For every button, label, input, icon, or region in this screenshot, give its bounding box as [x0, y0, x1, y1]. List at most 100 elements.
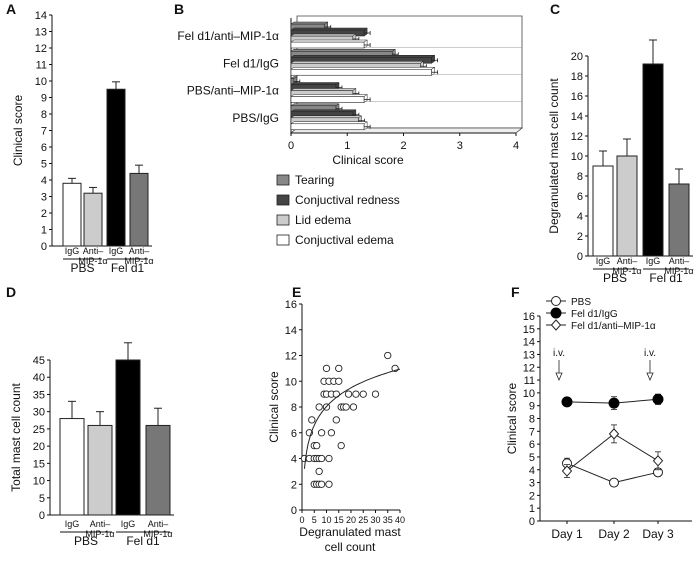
y-tick-label: 35 [33, 389, 45, 401]
y-tick-label: 45 [33, 355, 45, 367]
y-tick-label: 15 [523, 324, 535, 336]
y-tick-label: 40 [33, 372, 45, 384]
y-tick-label: 0 [41, 241, 47, 253]
category-label: IgG [596, 256, 611, 266]
category-label: IgG [121, 519, 136, 529]
panel-label: D [6, 284, 16, 300]
x-axis-title-line: cell count [325, 540, 376, 554]
bar-top [290, 39, 368, 43]
y-axis-title: Degranulated mast cell count [547, 78, 561, 234]
x-tick-label: 35 [383, 515, 393, 525]
group-label: PBS [603, 271, 627, 285]
bar [145, 424, 171, 516]
annotation-label: i.v. [644, 348, 656, 359]
category-label: Anti– [148, 519, 169, 529]
data-point [652, 455, 664, 467]
series-line [566, 433, 659, 472]
panel-label: E [292, 284, 301, 300]
x-tick-label: 3 [457, 140, 463, 152]
y-tick-label: 16 [523, 311, 535, 323]
y-tick-label: 2 [41, 208, 47, 220]
bar-top [290, 33, 357, 37]
category-label: PBS/anti–MIP-1α [187, 84, 279, 98]
data-point [335, 364, 343, 373]
y-tick-label: 2 [577, 231, 583, 243]
x-tick-label: 10 [321, 515, 331, 525]
bar [87, 424, 113, 516]
data-point [342, 403, 350, 411]
bar-front [290, 41, 365, 49]
y-tick-label: 10 [571, 151, 583, 163]
legend-swatch [276, 214, 290, 226]
bar-top [290, 49, 397, 52]
bar [668, 183, 690, 257]
y-tick-label: 5 [41, 159, 47, 171]
y-tick-label: 25 [33, 424, 45, 436]
data-point [371, 390, 380, 398]
data-point [561, 396, 573, 408]
category-label: Anti– [90, 519, 111, 529]
y-tick-label: 16 [285, 299, 297, 311]
category-label: MIP-1α [612, 266, 641, 276]
x-tick-label: Day 2 [598, 527, 630, 541]
bar [106, 88, 126, 247]
category-label: Anti– [617, 256, 638, 266]
data-point [652, 393, 664, 405]
category-label: MIP-1α [664, 266, 693, 276]
panel-D: D 0 5 10 15 20 25 30 35 40 45 Total mast cell count… [6, 284, 174, 548]
bar-top [290, 27, 368, 31]
y-tick-label: 3 [41, 192, 47, 204]
y-tick-label: 2 [529, 490, 535, 502]
bar-front [290, 96, 365, 103]
y-tick-label: 14 [571, 111, 583, 123]
x-tick-label: 1 [344, 140, 350, 152]
y-axis-title: Clinical score [267, 371, 281, 443]
y-tick-label: 8 [577, 171, 583, 183]
legend-label: Lid edema [295, 213, 351, 227]
y-tick-label: 8 [41, 109, 47, 121]
category-label: Anti– [129, 246, 150, 256]
y-tick-label: 6 [41, 142, 47, 154]
bar [592, 165, 614, 257]
y-tick-label: 9 [529, 401, 535, 413]
data-point [608, 428, 620, 440]
data-point [344, 390, 353, 398]
y-tick-label: 1 [529, 503, 535, 515]
y-tick-label: 10 [33, 476, 45, 488]
data-point [313, 441, 321, 450]
legend-label: Fel d1/anti–MIP-1α [571, 321, 656, 332]
bar-top [290, 94, 368, 97]
y-tick-label: 18 [571, 71, 583, 83]
x-tick-label: 0 [288, 140, 294, 152]
group-label: PBS [70, 261, 94, 275]
x-tick-label: 40 [395, 515, 405, 525]
y-tick-label: 7 [41, 126, 47, 138]
bar-top [290, 55, 436, 58]
y-tick-label: 6 [529, 439, 535, 451]
x-tick-label: 25 [358, 515, 368, 525]
y-tick-label: 0 [291, 505, 297, 517]
group-label: PBS [74, 534, 98, 548]
bar-top [290, 61, 425, 64]
legend-label: Fel d1/IgG [571, 309, 618, 320]
bar-end [431, 54, 435, 64]
x-tick-label: 0 [299, 515, 304, 525]
legend-swatch [276, 234, 290, 246]
panel-label: A [6, 1, 16, 17]
data-point [315, 467, 323, 476]
bar-top [290, 67, 436, 70]
y-tick-label: 12 [523, 362, 535, 374]
fit-curve [303, 368, 401, 469]
y-tick-label: 4 [291, 454, 297, 466]
data-point [384, 351, 392, 360]
y-tick-label: 9 [41, 93, 47, 105]
bar [62, 182, 82, 247]
y-tick-label: 30 [33, 407, 45, 419]
legend-label: PBS [571, 297, 591, 308]
data-point [609, 477, 619, 488]
group-label: Fel d1 [126, 534, 160, 548]
y-tick-label: 13 [35, 27, 47, 39]
bar [642, 63, 664, 257]
x-tick-label: 30 [370, 515, 380, 525]
data-point [317, 480, 326, 488]
